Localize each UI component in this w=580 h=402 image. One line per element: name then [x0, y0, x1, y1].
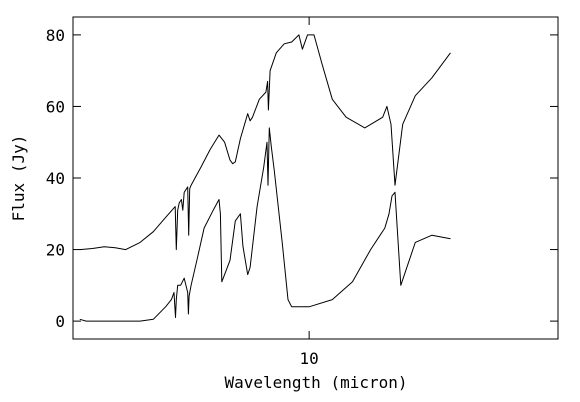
y-tick-label: 20	[46, 241, 65, 260]
y-tick-label: 80	[46, 26, 65, 45]
series-layer	[79, 34, 451, 322]
y-axis-ticks: 0 20 40 60 80	[46, 26, 558, 331]
series-line-1	[79, 34, 451, 251]
y-tick-label: 0	[55, 312, 65, 331]
y-axis-label: Flux (Jy)	[9, 135, 28, 222]
y-tick-label: 60	[46, 97, 65, 116]
x-axis-label: Wavelength (micron)	[224, 373, 407, 392]
x-axis-ticks: 10	[300, 17, 319, 368]
series-line-2	[79, 127, 451, 322]
x-tick-label: 10	[300, 349, 319, 368]
y-tick-label: 40	[46, 169, 65, 188]
plot-frame	[72, 16, 559, 340]
